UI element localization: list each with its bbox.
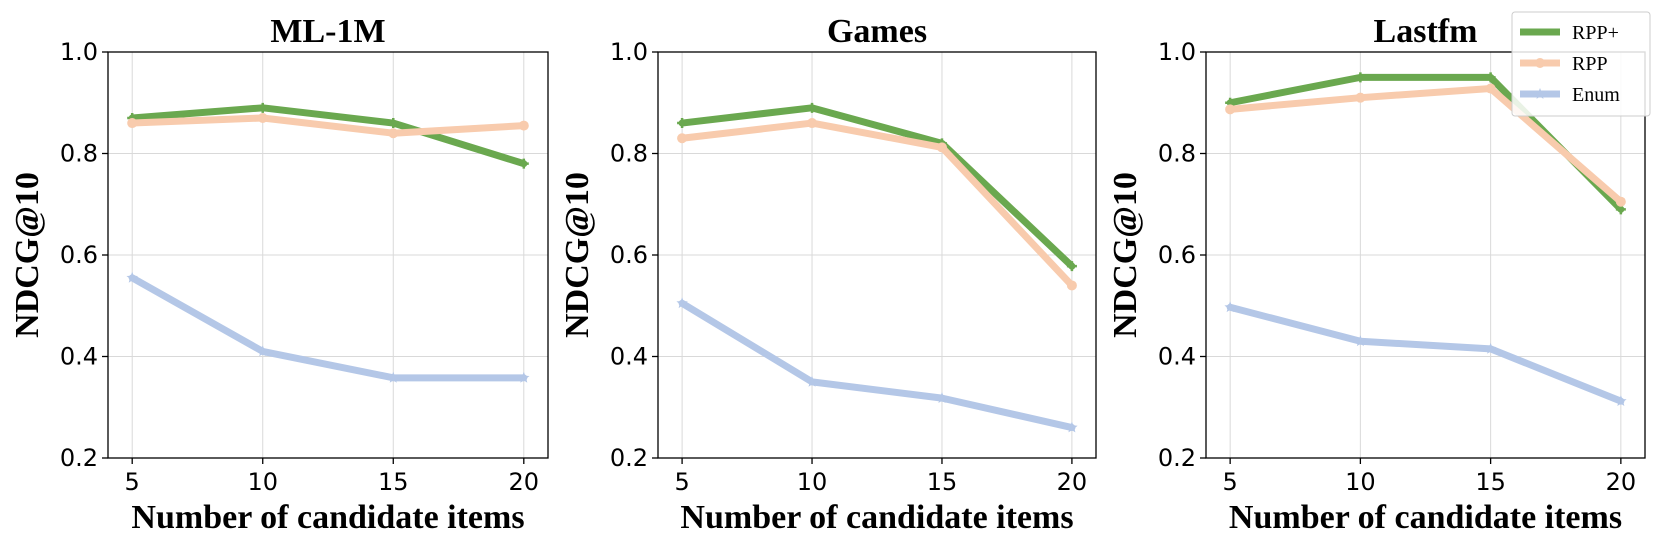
data-point-rpp bbox=[127, 118, 138, 129]
legend-box bbox=[1511, 11, 1651, 117]
y-tick-label: 0.8 bbox=[610, 140, 648, 168]
data-point-enum bbox=[806, 375, 818, 387]
data-point-rpp bbox=[936, 142, 947, 153]
series-line-rpp-plus bbox=[678, 104, 1076, 270]
y-tick-label: 1.0 bbox=[1158, 38, 1196, 66]
data-point-enum bbox=[1484, 342, 1497, 354]
y-tick-label: 0.4 bbox=[610, 343, 648, 371]
data-point-rpp-plus bbox=[807, 102, 818, 113]
legend-label: RPP bbox=[1572, 53, 1608, 75]
data-point-enum bbox=[676, 297, 688, 309]
data-point-rpp bbox=[1355, 92, 1366, 103]
chart-panel-2: 5 10 15 20 0.2 0.4 0.6 0.8 1.0 Lastfm Number of ca… bbox=[1107, 11, 1651, 536]
chart-panel-0: 5 10 15 20 0.2 0.4 0.6 0.8 1.0 ML-1M Number of can… bbox=[9, 13, 549, 536]
y-tick-label: 0.8 bbox=[1158, 140, 1196, 168]
y-axis-label: NDCG@10 bbox=[559, 172, 596, 338]
series-line-rpp bbox=[128, 114, 528, 137]
y-tick-label: 1.0 bbox=[60, 38, 98, 66]
x-tick-label: 10 bbox=[797, 468, 828, 496]
chart-title: Games bbox=[827, 13, 927, 50]
chart-panel-1: 5 10 15 20 0.2 0.4 0.6 0.8 1.0 Games Number of can… bbox=[559, 13, 1097, 536]
y-tick-label: 0.2 bbox=[610, 444, 648, 472]
data-point-enum bbox=[1224, 301, 1236, 313]
data-point-enum bbox=[257, 345, 269, 357]
legend-label: RPP+ bbox=[1572, 22, 1619, 44]
data-point-rpp-plus bbox=[518, 158, 529, 169]
x-tick-label: 20 bbox=[1606, 468, 1637, 496]
series-line-enum bbox=[1226, 303, 1625, 405]
data-point-rpp-plus bbox=[677, 118, 688, 129]
y-tick-label: 0.2 bbox=[60, 444, 98, 472]
data-point-rpp bbox=[1066, 280, 1077, 291]
series-line-rpp-plus bbox=[128, 104, 528, 168]
data-point-rpp bbox=[518, 120, 529, 131]
legend-marker bbox=[1534, 88, 1546, 99]
x-tick-label: 10 bbox=[247, 468, 278, 496]
data-point-rpp-plus bbox=[1485, 72, 1496, 83]
x-tick-label: 5 bbox=[125, 468, 140, 496]
x-tick-label: 15 bbox=[927, 468, 958, 496]
x-axis-label: Number of candidate items bbox=[1229, 499, 1622, 536]
data-point-rpp bbox=[388, 128, 399, 139]
data-point-enum bbox=[126, 271, 138, 283]
y-tick-label: 0.6 bbox=[60, 241, 98, 269]
x-tick-label: 15 bbox=[378, 468, 409, 496]
y-tick-label: 0.4 bbox=[60, 343, 98, 371]
series-line-enum bbox=[128, 274, 528, 382]
data-point-rpp-plus bbox=[257, 102, 268, 113]
data-point-rpp bbox=[1485, 83, 1496, 94]
chart-title: Lastfm bbox=[1374, 13, 1478, 50]
y-tick-label: 0.4 bbox=[1158, 343, 1196, 371]
x-axis-label: Number of candidate items bbox=[131, 499, 524, 536]
y-tick-label: 0.6 bbox=[610, 241, 648, 269]
data-point-enum bbox=[1066, 421, 1078, 433]
legend: RPP+ RPP Enum bbox=[1511, 11, 1651, 117]
data-point-enum bbox=[936, 392, 948, 403]
data-point-rpp bbox=[677, 133, 688, 144]
data-point-rpp bbox=[807, 118, 818, 129]
data-point-rpp bbox=[1225, 104, 1236, 115]
data-point-rpp-plus bbox=[388, 118, 399, 129]
x-tick-label: 20 bbox=[1057, 468, 1088, 496]
x-tick-label: 20 bbox=[509, 468, 540, 496]
data-point-rpp-plus bbox=[1066, 261, 1077, 272]
series-line-enum bbox=[678, 299, 1076, 432]
legend-marker bbox=[1535, 58, 1545, 68]
x-axis-label: Number of candidate items bbox=[680, 499, 1073, 536]
series-line-rpp bbox=[678, 119, 1076, 289]
y-tick-label: 0.2 bbox=[1158, 444, 1196, 472]
data-point-enum bbox=[518, 371, 530, 383]
data-point-enum bbox=[1615, 395, 1627, 406]
legend-label: Enum bbox=[1572, 84, 1620, 106]
series-line-rpp bbox=[1226, 85, 1625, 206]
y-tick-label: 0.6 bbox=[1158, 241, 1196, 269]
y-axis-label: NDCG@10 bbox=[1107, 172, 1144, 338]
y-tick-label: 0.8 bbox=[60, 140, 98, 168]
data-point-enum bbox=[1354, 335, 1367, 347]
data-point-enum bbox=[387, 371, 399, 383]
x-tick-label: 5 bbox=[674, 468, 689, 496]
x-tick-label: 10 bbox=[1345, 468, 1376, 496]
y-axis-label: NDCG@10 bbox=[9, 172, 46, 338]
x-tick-label: 5 bbox=[1223, 468, 1238, 496]
x-tick-label: 15 bbox=[1475, 468, 1506, 496]
data-point-rpp bbox=[257, 112, 268, 123]
chart-title: ML-1M bbox=[270, 13, 385, 50]
y-tick-label: 1.0 bbox=[610, 38, 648, 66]
data-point-rpp bbox=[1615, 196, 1626, 207]
data-point-rpp-plus bbox=[1355, 72, 1366, 83]
